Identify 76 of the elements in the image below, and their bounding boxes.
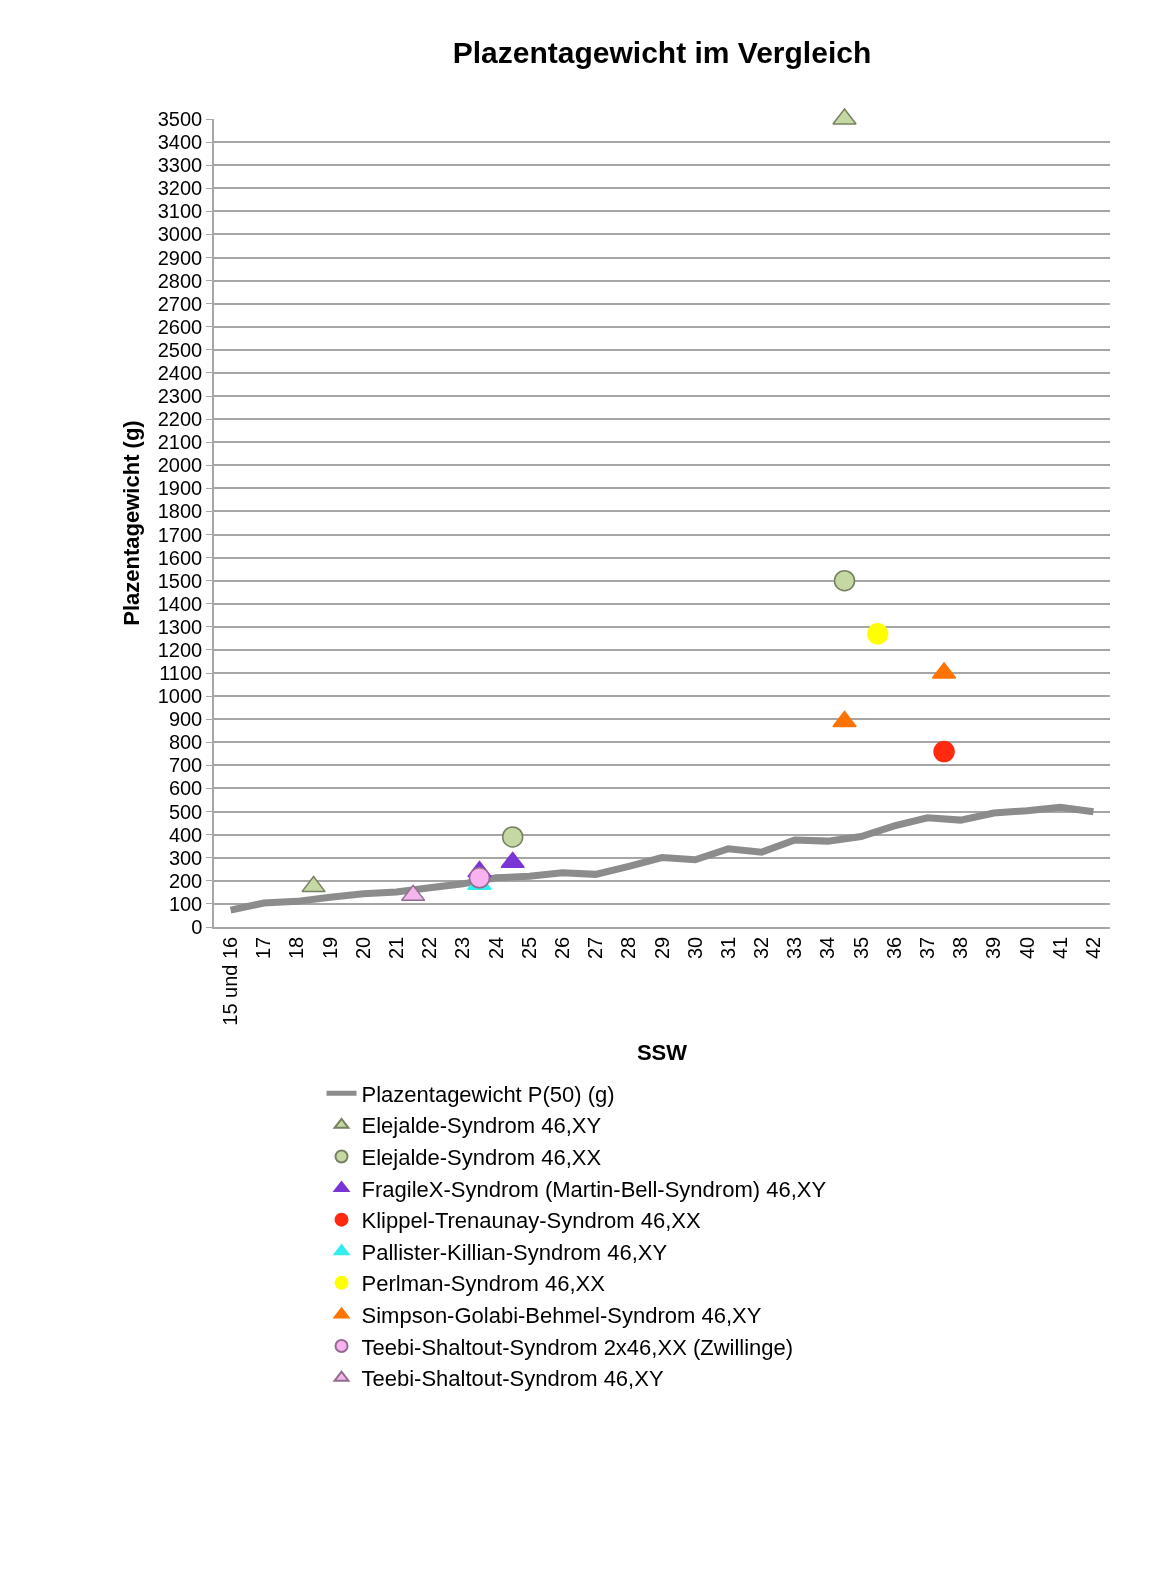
x-axis-title: SSW — [636, 1040, 688, 1066]
x-tick-label: 41 — [1048, 936, 1071, 959]
y-tick-label: 2600 — [157, 315, 203, 338]
y-tick-label: 2700 — [157, 292, 203, 315]
y-tick-label: 3200 — [157, 177, 203, 200]
y-tick-label: 600 — [168, 777, 203, 800]
x-tick-label: 17 — [252, 936, 275, 959]
y-tick-label: 1800 — [157, 500, 203, 523]
y-tick-label: 2300 — [157, 385, 203, 408]
legend-label: Elejalde-Syndrom 46,XX — [361, 1145, 602, 1171]
x-tick-label: 36 — [882, 936, 905, 959]
x-tick-label: 26 — [550, 936, 573, 959]
y-tick-label: 2200 — [157, 408, 203, 431]
y-tick-label: 2400 — [157, 361, 203, 384]
x-tick-label: 33 — [783, 936, 806, 959]
y-tick-label: 100 — [168, 892, 203, 915]
y-tick-label: 3000 — [157, 223, 203, 246]
x-tick-label: 28 — [617, 936, 640, 959]
x-tick-label: 29 — [650, 936, 673, 959]
y-tick-label: 2100 — [157, 431, 203, 454]
legend-label: Pallister-Killian-Syndrom 46,XY — [361, 1239, 668, 1265]
y-tick-label: 300 — [168, 846, 203, 869]
chart-title: Plazentagewicht im Vergleich — [452, 35, 872, 69]
y-tick-label: 2500 — [157, 338, 203, 361]
y-tick-label: 2900 — [157, 246, 203, 269]
y-tick-label: 900 — [168, 708, 203, 731]
y-tick-label: 1600 — [157, 546, 203, 569]
x-tick-label: 27 — [584, 936, 607, 959]
legend-label: Simpson-Golabi-Behmel-Syndrom 46,XY — [361, 1303, 762, 1329]
y-tick-label: 2800 — [157, 269, 203, 292]
y-tick-label: 3100 — [157, 200, 203, 223]
x-tick-label: 19 — [318, 936, 341, 959]
x-tick-label: 22 — [418, 936, 441, 959]
y-tick-label: 700 — [168, 754, 203, 777]
legend-label: FragileX-Syndrom (Martin-Bell-Syndrom) 46,XY — [361, 1176, 827, 1202]
y-tick-label: 800 — [168, 731, 203, 754]
y-tick-label: 3500 — [157, 108, 203, 130]
x-tick-label: 15 und 16 — [219, 936, 242, 1026]
y-tick-label: 1500 — [157, 569, 203, 592]
legend-label: Elejalde-Syndrom 46,XY — [361, 1113, 602, 1139]
y-tick-label: 1000 — [157, 685, 203, 708]
y-tick-label: 1100 — [159, 662, 203, 685]
x-tick-label: 42 — [1081, 936, 1104, 959]
y-tick-label: 1700 — [157, 523, 203, 546]
x-tick-label: 24 — [484, 936, 507, 959]
x-tick-label: 39 — [982, 936, 1005, 959]
y-tick-label: 400 — [168, 823, 203, 846]
y-tick-label: 500 — [168, 800, 203, 823]
legend-label: Perlman-Syndrom 46,XX — [361, 1271, 606, 1297]
x-tick-label: 21 — [385, 936, 408, 959]
x-tick-label: 23 — [451, 936, 474, 959]
legend-label: Plazentagewicht P(50) (g) — [361, 1081, 615, 1107]
x-tick-label: 18 — [285, 936, 308, 959]
x-tick-label: 32 — [750, 936, 773, 959]
x-tick-label: 25 — [517, 936, 540, 959]
x-tick-label: 20 — [351, 936, 374, 959]
y-tick-label: 2000 — [157, 454, 203, 477]
x-tick-label: 38 — [949, 936, 972, 959]
y-tick-label: 3300 — [157, 154, 203, 177]
y-tick-label: 0 — [191, 916, 203, 938]
x-tick-label: 37 — [915, 936, 938, 959]
x-tick-label: 31 — [716, 936, 739, 959]
x-tick-label: 35 — [849, 936, 872, 959]
legend-label: Teebi-Shaltout-Syndrom 2x46,XX (Zwillinge) — [361, 1334, 794, 1360]
x-tick-label: 34 — [816, 936, 839, 959]
y-tick-label: 1300 — [157, 615, 203, 638]
x-tick-label: 40 — [1015, 936, 1038, 959]
legend-label: Teebi-Shaltout-Syndrom 46,XY — [361, 1366, 664, 1392]
y-tick-label: 1400 — [157, 592, 203, 615]
y-tick-label: 1900 — [157, 477, 203, 500]
y-axis-title: Plazentagewicht (g) — [119, 420, 145, 626]
x-tick-label: 30 — [683, 936, 706, 959]
legend-label: Klippel-Trenaunay-Syndrom 46,XX — [361, 1208, 701, 1234]
y-tick-label: 200 — [168, 869, 203, 892]
y-tick-label: 1200 — [157, 638, 203, 661]
y-tick-label: 3400 — [157, 131, 203, 154]
